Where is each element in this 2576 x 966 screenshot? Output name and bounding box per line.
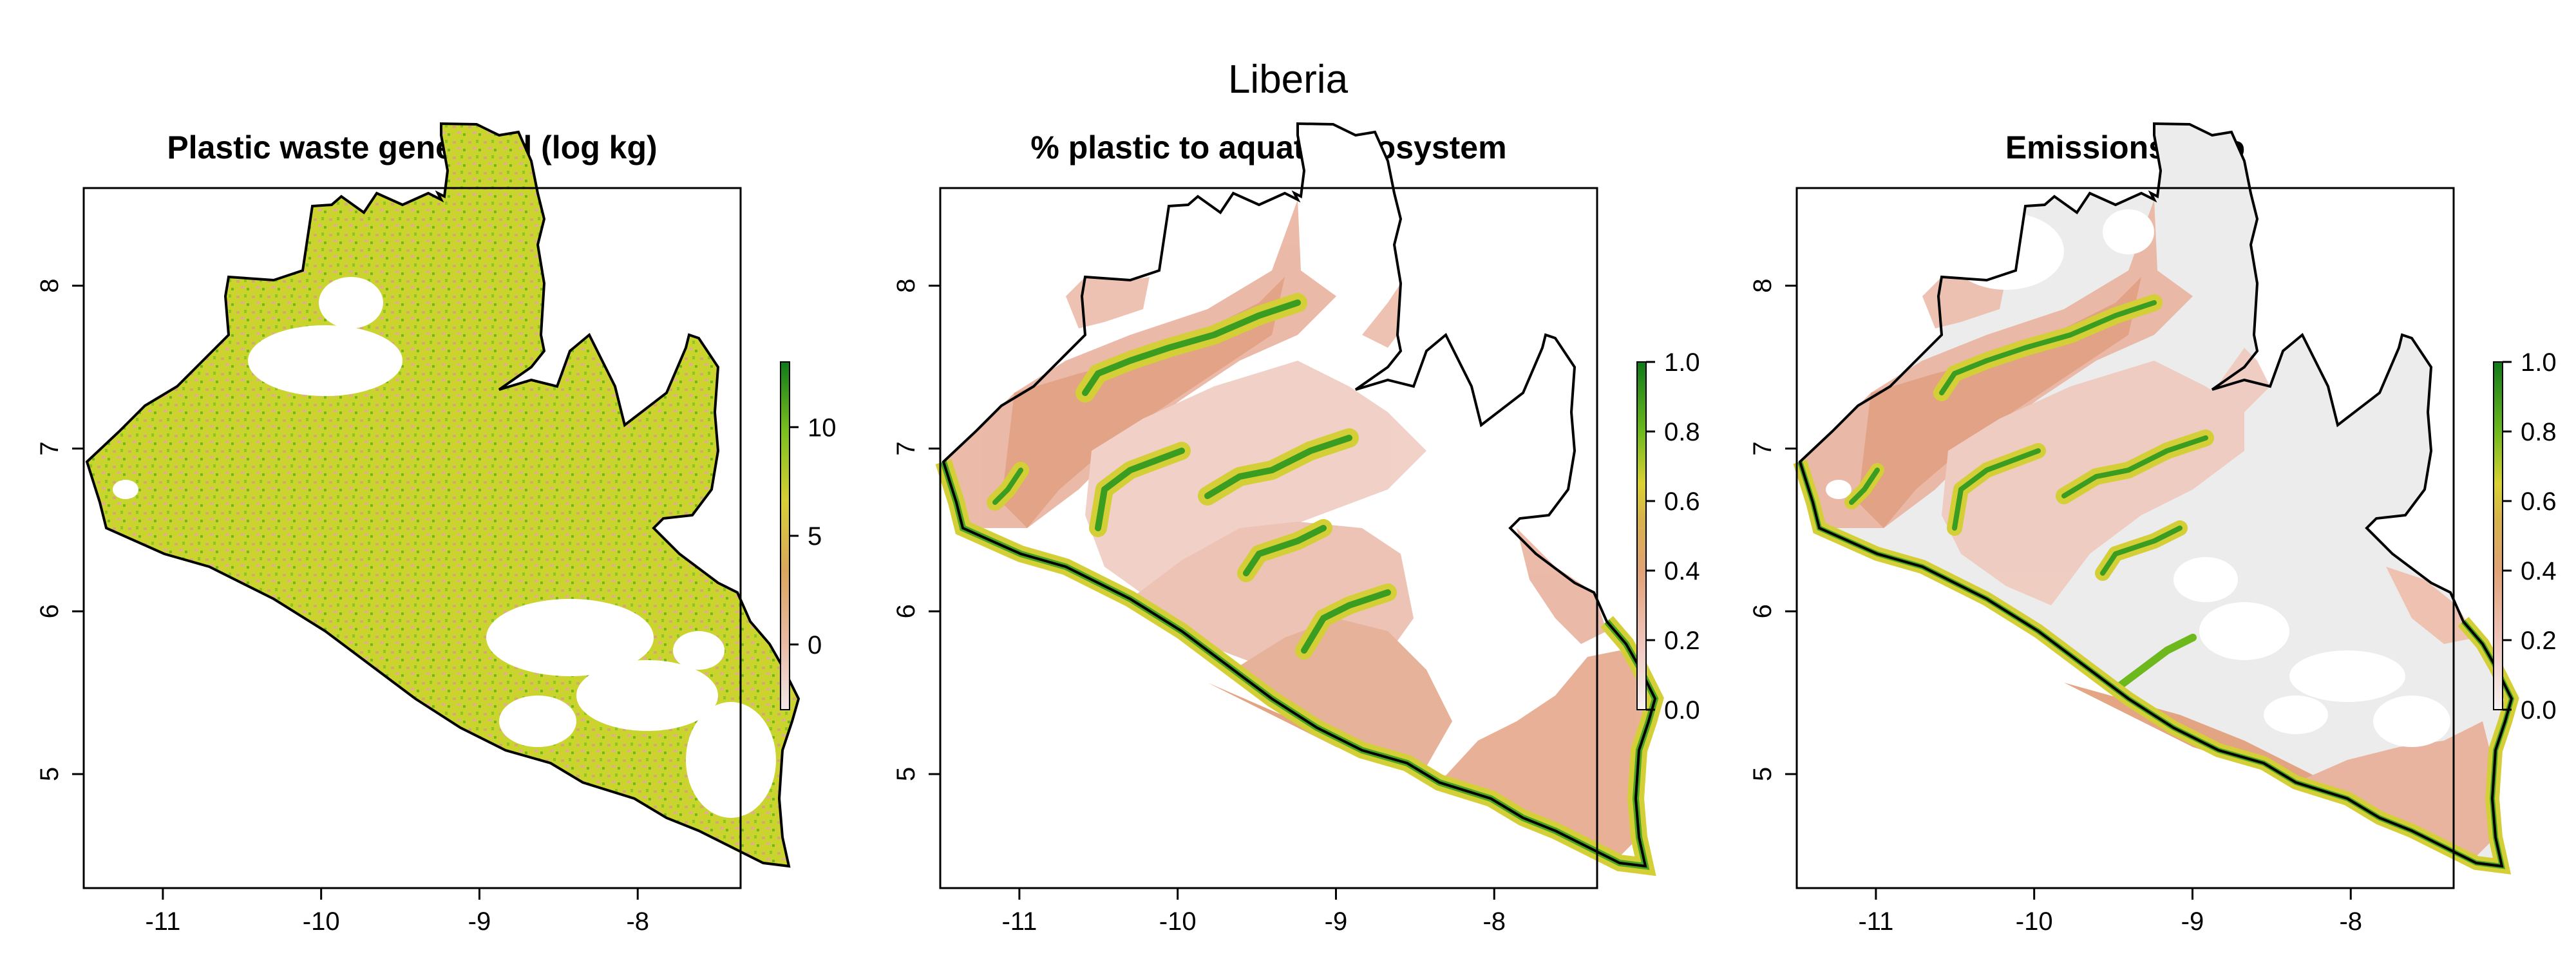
y-axis: 5 6 7 8 bbox=[1748, 279, 1797, 781]
x-tick-label: -11 bbox=[1858, 907, 1893, 936]
y-tick-label: 8 bbox=[892, 279, 920, 293]
y-axis: 5 6 7 8 bbox=[892, 279, 940, 781]
map-area bbox=[85, 122, 800, 868]
colorbar-tick-label: 10 bbox=[808, 413, 837, 442]
x-tick-label: -10 bbox=[303, 907, 340, 936]
colorbar-tick-label: 0.2 bbox=[1664, 627, 1700, 655]
colorbar-tick-label: 0 bbox=[808, 631, 822, 659]
x-tick-label: -10 bbox=[1159, 907, 1197, 936]
colorbar-tick-label: 0.0 bbox=[1664, 696, 1700, 724]
x-tick-label: -8 bbox=[626, 907, 649, 936]
x-tick-label: -9 bbox=[1325, 907, 1348, 936]
colorbar-tick-label: 0.8 bbox=[2521, 418, 2557, 446]
y-tick-label: 5 bbox=[1748, 767, 1777, 781]
panel-aquatic-percent: % plastic to aquatic ecosystem bbox=[892, 0, 1710, 966]
liberia-outline bbox=[942, 122, 1657, 868]
x-axis: -11 -10 -9 -8 bbox=[1858, 888, 2362, 936]
y-tick-label: 7 bbox=[35, 441, 64, 455]
x-axis: -11 -10 -9 -8 bbox=[145, 888, 649, 936]
colorbar-tick-label: 0.8 bbox=[1664, 418, 1700, 446]
colorbar: 0 5 10 bbox=[780, 361, 837, 710]
colorbar: 0.0 0.2 0.4 0.6 0.8 1.0 bbox=[2493, 348, 2557, 724]
map-area bbox=[1793, 122, 2519, 875]
x-tick-label: -9 bbox=[468, 907, 491, 936]
x-tick-label: -10 bbox=[2016, 907, 2053, 936]
y-tick-label: 7 bbox=[1748, 441, 1777, 455]
no-data-patches bbox=[1826, 209, 2450, 747]
panel-emissions-ratio: Emissions ratio bbox=[1748, 0, 2566, 966]
x-tick-label: -8 bbox=[1482, 907, 1506, 936]
plot-frame bbox=[939, 187, 1598, 889]
colorbar-tick-label: 5 bbox=[808, 522, 822, 551]
y-tick-label: 8 bbox=[35, 279, 64, 293]
river-lines bbox=[1844, 294, 2214, 693]
river-lines bbox=[987, 293, 1397, 659]
panel-waste-generated: Plastic waste generated (log kg) bbox=[35, 0, 853, 966]
y-tick-label: 8 bbox=[1748, 279, 1777, 293]
panel-title: Plastic waste generated (log kg) bbox=[167, 129, 658, 166]
map-area bbox=[935, 122, 1664, 876]
y-tick-label: 6 bbox=[35, 604, 64, 618]
colorbar-tick-label: 1.0 bbox=[2521, 348, 2557, 377]
no-data-patches bbox=[113, 277, 776, 818]
y-tick-label: 5 bbox=[892, 767, 920, 781]
colorbar-tick-label: 1.0 bbox=[1664, 348, 1700, 377]
y-tick-label: 7 bbox=[892, 441, 920, 455]
y-tick-label: 6 bbox=[1748, 604, 1777, 618]
colorbar: 0.0 0.2 0.4 0.6 0.8 1.0 bbox=[1636, 348, 1700, 724]
liberia-outline bbox=[85, 122, 800, 868]
y-axis: 5 6 7 8 bbox=[35, 279, 84, 781]
y-tick-label: 5 bbox=[35, 767, 64, 781]
x-tick-label: -11 bbox=[1001, 907, 1037, 936]
colorbar-tick-label: 0.6 bbox=[2521, 488, 2557, 516]
liberia-outline bbox=[1798, 122, 2514, 868]
x-tick-label: -11 bbox=[145, 907, 180, 936]
plot-frame bbox=[1795, 187, 2455, 889]
x-axis: -11 -10 -9 -8 bbox=[1001, 888, 1506, 936]
colorbar-tick-label: 0.2 bbox=[2521, 627, 2557, 655]
x-tick-label: -8 bbox=[2339, 907, 2362, 936]
x-tick-label: -9 bbox=[2181, 907, 2204, 936]
plot-frame bbox=[82, 187, 742, 889]
figure-title: Liberia bbox=[1227, 57, 1349, 102]
panel-title: % plastic to aquatic ecosystem bbox=[1030, 129, 1507, 166]
colorbar-tick-label: 0.4 bbox=[2521, 557, 2557, 585]
colorbar-tick-label: 0.4 bbox=[1664, 557, 1700, 585]
colorbar-tick-label: 0.6 bbox=[1664, 488, 1700, 516]
colorbar-tick-label: 0.0 bbox=[2521, 696, 2557, 724]
y-tick-label: 6 bbox=[892, 604, 920, 618]
